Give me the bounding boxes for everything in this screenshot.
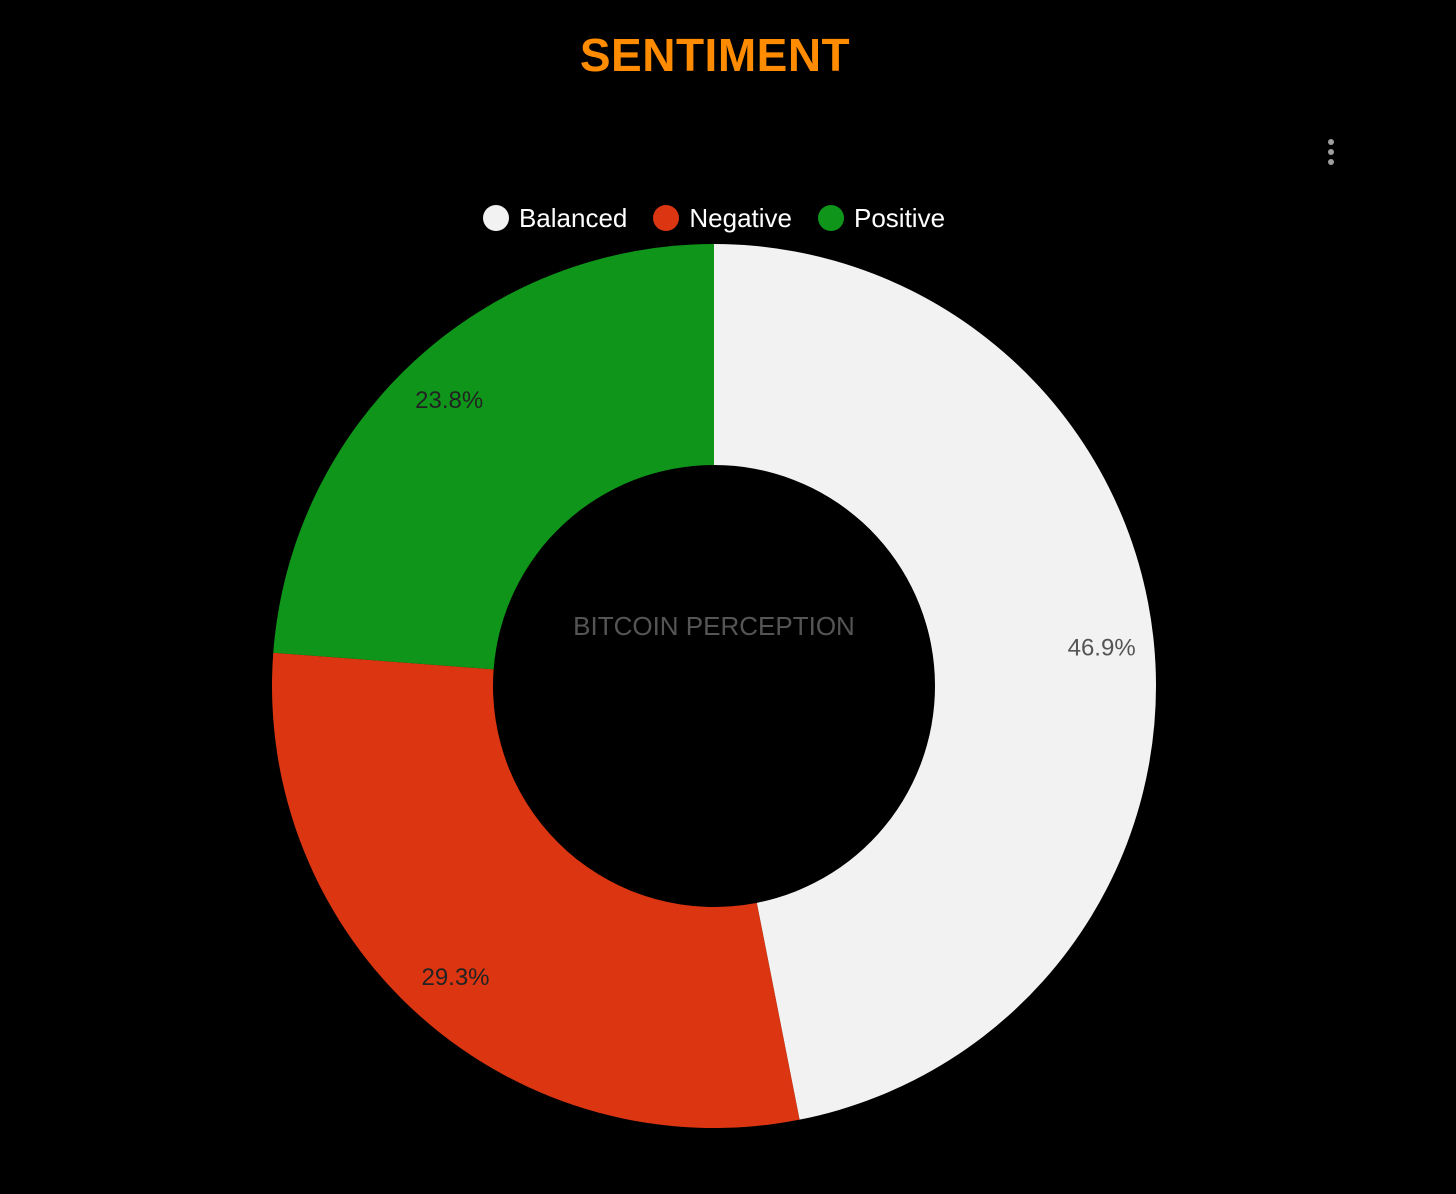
slice-label-positive: 23.8%	[415, 387, 483, 414]
more-vertical-icon-dot	[1328, 149, 1334, 155]
legend-label-balanced: Balanced	[518, 202, 628, 233]
more-vertical-icon	[1328, 139, 1334, 145]
more-options-button[interactable]	[1316, 134, 1346, 170]
more-vertical-icon-dot	[1328, 159, 1334, 165]
donut-slice-negative[interactable]	[272, 652, 800, 1128]
slice-label-negative: 29.3%	[421, 964, 489, 991]
donut-slice-positive[interactable]	[273, 244, 714, 670]
slice-label-balanced: 46.9%	[1068, 635, 1136, 662]
donut-slice-balanced[interactable]	[714, 244, 1156, 1120]
legend-item-positive[interactable]: Positive	[818, 203, 945, 234]
page-title: SENTIMENT	[579, 29, 851, 81]
chart-legend: Balanced Negative Positive	[0, 198, 1428, 238]
legend-item-balanced[interactable]: Balanced	[482, 202, 628, 234]
legend-swatch-balanced	[482, 205, 509, 231]
donut-center-label: BITCOIN PERCEPTION	[573, 611, 855, 641]
legend-swatch-positive	[818, 205, 844, 231]
legend-label-positive: Positive	[854, 202, 946, 233]
legend-swatch-negative	[653, 205, 680, 231]
donut-slice-labels: 46.9% 29.3% 23.8%	[415, 387, 1136, 991]
donut-slices	[272, 244, 1156, 1128]
legend-label-negative: Negative	[689, 202, 792, 233]
legend-item-negative[interactable]: Negative	[653, 203, 792, 234]
